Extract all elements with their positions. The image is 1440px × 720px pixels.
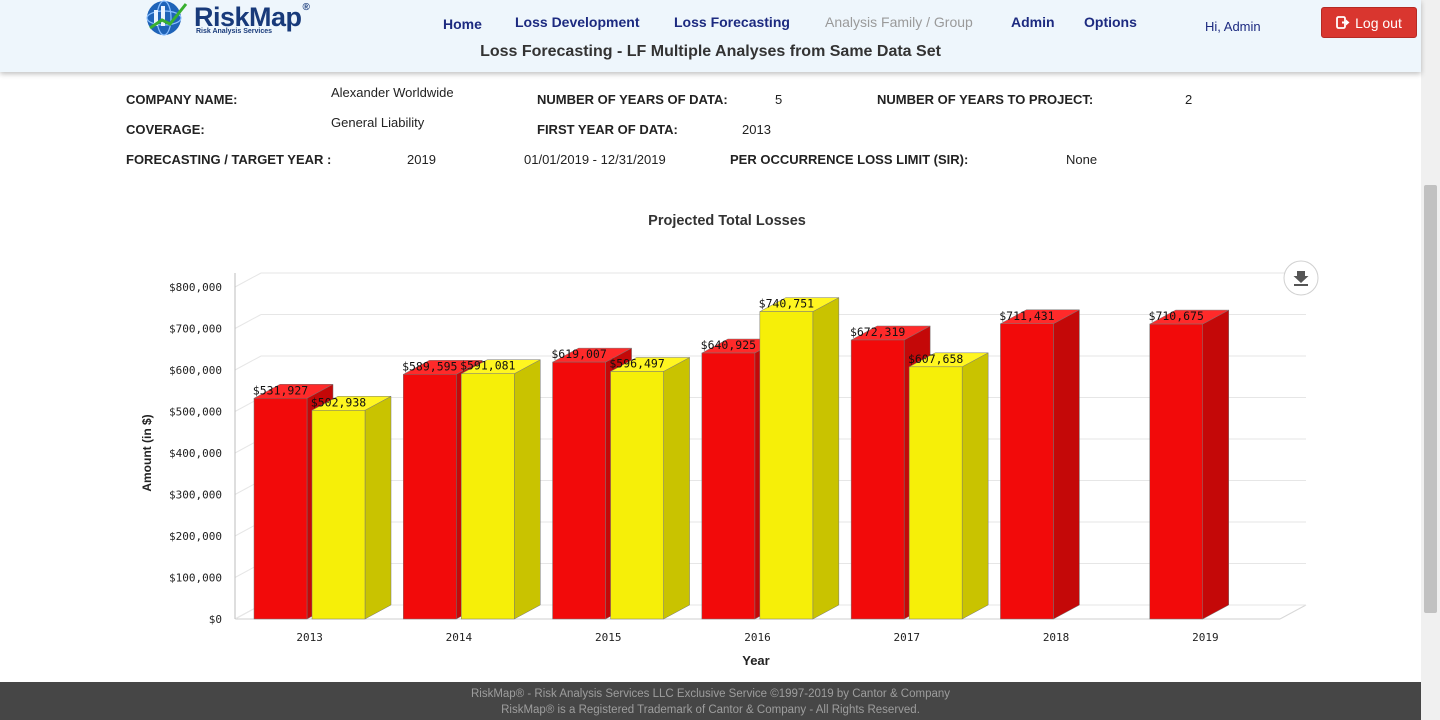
logo-tagline: Risk Analysis Services <box>196 28 273 35</box>
logo-brand-text: RiskMap® <box>194 2 310 32</box>
bar-side <box>961 352 989 620</box>
bar <box>253 398 308 620</box>
gridline-side <box>234 314 262 329</box>
years-of-data-label: NUMBER OF YEARS OF DATA: <box>537 92 728 107</box>
bar <box>701 352 756 620</box>
sir-label: PER OCCURRENCE LOSS LIMIT (SIR): <box>730 152 969 167</box>
vertical-scrollbar[interactable] <box>1421 0 1440 720</box>
y-tick-label: $700,000 <box>169 323 222 336</box>
x-tick-label: 2014 <box>446 631 473 644</box>
logout-label: Log out <box>1355 14 1402 31</box>
data-label: $710,675 <box>1149 309 1204 323</box>
bar <box>759 311 814 620</box>
x-tick-label: 2015 <box>595 631 622 644</box>
data-label: $672,319 <box>850 325 905 339</box>
bar-side <box>514 359 541 620</box>
page-title: Loss Forecasting - LF Multiple Analyses … <box>480 43 941 60</box>
years-to-project-label: NUMBER OF YEARS TO PROJECT: <box>877 92 1094 107</box>
nav-options[interactable]: Options <box>1084 14 1137 30</box>
forecast-year-label: FORECASTING / TARGET YEAR : <box>126 152 332 167</box>
projected-losses-chart: Projected Total Losses $0 $100,000 $200,000… <box>120 195 1420 680</box>
nav-admin[interactable]: Admin <box>1011 14 1055 30</box>
bar-side <box>364 395 392 620</box>
company-name-value: Alexander Worldwide <box>331 85 454 100</box>
nav-loss-forecasting[interactable]: Loss Forecasting <box>674 14 790 30</box>
globe-logo-icon <box>146 0 188 36</box>
x-tick-label: 2016 <box>744 631 771 644</box>
footer-copyright: RiskMap® - Risk Analysis Services LLC Ex… <box>470 688 951 700</box>
bar-side <box>1202 309 1229 620</box>
forecast-date-range: 01/01/2019 - 12/31/2019 <box>524 152 666 167</box>
y-tick-label: $0 <box>209 613 222 626</box>
bar-side <box>1053 309 1080 620</box>
years-of-data-value: 5 <box>775 92 783 107</box>
x-tick-label: 2018 <box>1043 631 1070 644</box>
y-tick-label: $600,000 <box>169 364 222 377</box>
x-axis-label: Year <box>742 653 769 668</box>
coverage-value: General Liability <box>331 115 425 130</box>
bar <box>1149 323 1203 620</box>
riskmap-logo[interactable]: RiskMap® Risk Analysis Services <box>142 0 312 42</box>
y-axis-label: Amount (in $) <box>140 414 154 491</box>
sign-out-icon <box>1336 16 1350 29</box>
company-name-label: COMPANY NAME: <box>126 92 238 107</box>
y-tick-label: $800,000 <box>169 281 222 294</box>
data-label: $591,081 <box>460 359 515 373</box>
bar <box>610 371 664 620</box>
nav-analysis-family-group[interactable]: Analysis Family / Group <box>825 14 973 30</box>
footer-trademark: RiskMap® is a Registered Trademark of Ca… <box>501 704 920 716</box>
bar-side <box>812 297 840 620</box>
bar <box>1000 323 1054 620</box>
data-label: $607,658 <box>908 352 963 366</box>
bar <box>403 374 457 620</box>
nav-home[interactable]: Home <box>443 16 482 32</box>
data-label: $596,497 <box>609 356 664 370</box>
gridline-side <box>234 355 262 371</box>
x-tick-label: 2013 <box>296 631 323 644</box>
y-tick-label: $200,000 <box>169 530 222 543</box>
x-tick-label: 2019 <box>1192 631 1219 644</box>
data-label: $740,751 <box>759 297 814 311</box>
years-to-project-value: 2 <box>1185 92 1193 107</box>
x-tick-label: 2017 <box>894 631 921 644</box>
data-label: $502,938 <box>311 395 366 409</box>
data-label: $640,925 <box>701 338 756 352</box>
data-label: $589,595 <box>402 359 457 373</box>
user-greeting: Hi, Admin <box>1205 19 1261 34</box>
download-icon <box>1293 271 1309 286</box>
y-tick-label: $300,000 <box>169 489 222 502</box>
bar <box>552 361 606 620</box>
first-year-label: FIRST YEAR OF DATA: <box>537 122 678 137</box>
chart-title: Projected Total Losses <box>648 213 806 229</box>
floor-right-edge <box>1279 604 1307 620</box>
scrollbar-thumb[interactable] <box>1424 185 1437 613</box>
sir-value: None <box>1066 152 1098 167</box>
data-label: $619,007 <box>551 347 606 361</box>
page-footer: RiskMap® - Risk Analysis Services LLC Ex… <box>0 682 1421 720</box>
y-tick-label: $100,000 <box>169 572 222 585</box>
top-header: RiskMap® Risk Analysis Services Home Los… <box>0 0 1421 72</box>
bar <box>850 339 905 620</box>
bar <box>311 410 366 620</box>
nav-loss-development[interactable]: Loss Development <box>515 14 640 30</box>
data-label: $531,927 <box>253 383 308 397</box>
data-label: $711,431 <box>999 309 1054 323</box>
first-year-value: 2013 <box>742 122 771 137</box>
chart-svg: Projected Total Losses $0 $100,000 $200,000… <box>140 213 1319 668</box>
bar-side <box>663 357 690 620</box>
coverage-label: COVERAGE: <box>126 122 205 137</box>
y-tick-label: $500,000 <box>169 406 222 419</box>
y-tick-label: $400,000 <box>169 447 222 460</box>
gridline-side <box>234 272 262 288</box>
logout-button[interactable]: Log out <box>1321 7 1417 38</box>
forecast-year-value: 2019 <box>407 152 436 167</box>
bar <box>461 373 515 620</box>
bar <box>908 366 963 620</box>
